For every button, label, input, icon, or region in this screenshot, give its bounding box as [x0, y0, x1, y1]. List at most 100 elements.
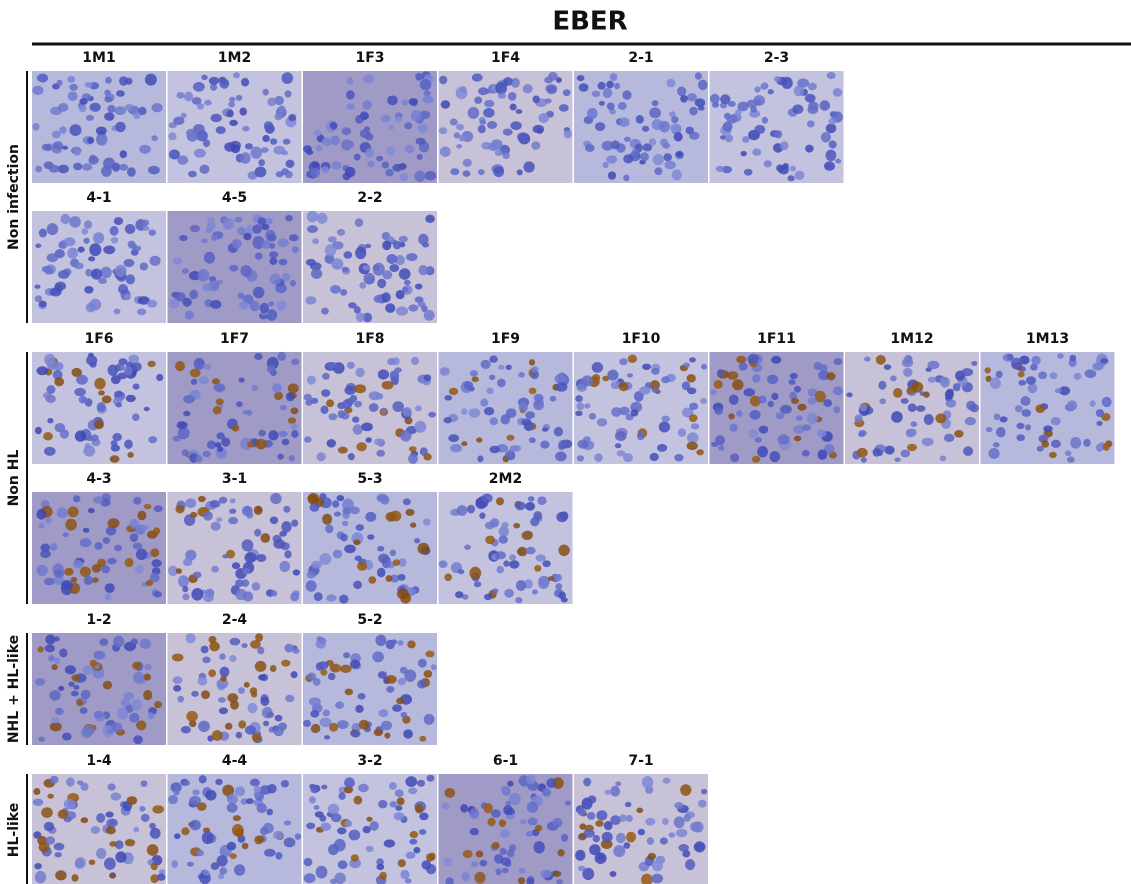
cell	[674, 802, 683, 809]
cell	[418, 265, 428, 275]
cell	[764, 160, 772, 167]
cell	[310, 785, 319, 794]
cell	[418, 659, 427, 668]
cell	[325, 525, 333, 534]
cell	[859, 430, 867, 437]
cell	[79, 105, 86, 112]
cell	[602, 832, 613, 842]
cell	[517, 169, 523, 175]
micrograph	[32, 352, 166, 464]
cell	[65, 519, 77, 531]
cell	[151, 135, 157, 141]
cell	[57, 507, 68, 518]
cell	[191, 379, 197, 385]
cell	[663, 778, 671, 784]
cell	[64, 799, 76, 810]
cell	[380, 115, 391, 123]
cell	[60, 429, 69, 438]
cell	[647, 837, 654, 845]
cell	[378, 671, 387, 679]
cell	[752, 148, 761, 155]
micrograph	[574, 774, 708, 884]
cell	[736, 356, 746, 363]
cell	[193, 82, 205, 92]
cell	[901, 450, 911, 458]
cell	[355, 218, 363, 227]
cell	[532, 589, 538, 594]
cell	[311, 561, 322, 569]
cell	[250, 687, 258, 695]
cell	[1035, 404, 1045, 413]
cell	[67, 76, 75, 83]
cell	[993, 442, 1000, 447]
cell	[139, 806, 145, 812]
cell	[210, 300, 221, 309]
cell	[623, 842, 630, 849]
cell	[109, 841, 116, 847]
cell	[149, 256, 160, 266]
cell	[468, 107, 480, 119]
cell	[66, 777, 75, 786]
cell	[189, 290, 198, 299]
cell	[48, 655, 54, 662]
cell	[491, 809, 501, 818]
cell	[356, 524, 365, 531]
cell	[1103, 443, 1110, 451]
cell	[1085, 369, 1097, 378]
cell	[671, 116, 678, 123]
cell	[522, 531, 533, 540]
cell	[199, 376, 209, 384]
cell	[131, 699, 142, 711]
cell	[401, 100, 408, 106]
cell	[269, 257, 277, 265]
cell	[127, 167, 136, 177]
cell	[82, 228, 88, 235]
cell	[133, 246, 141, 251]
cell	[344, 251, 353, 259]
cell	[728, 413, 734, 419]
cell	[96, 848, 106, 859]
cell	[599, 101, 605, 106]
cell	[311, 724, 321, 733]
cell	[152, 805, 164, 813]
cell	[44, 578, 55, 586]
cell	[304, 858, 313, 866]
cell	[493, 166, 504, 177]
cell	[476, 850, 484, 857]
cell	[90, 299, 102, 311]
cell	[43, 432, 53, 440]
cell	[354, 154, 361, 161]
cell	[36, 509, 46, 520]
panel-label: 1M1	[82, 50, 115, 66]
cell	[52, 131, 61, 139]
cell	[349, 507, 360, 515]
panel-label: 1F3	[355, 50, 384, 66]
cell	[481, 360, 491, 369]
cell	[1069, 355, 1076, 362]
cell	[357, 562, 367, 571]
cell	[885, 446, 895, 455]
cell	[267, 233, 276, 241]
cell	[177, 155, 188, 164]
cell	[689, 414, 698, 422]
cell	[328, 844, 339, 855]
cell	[321, 389, 330, 397]
cell	[255, 633, 263, 642]
cell	[314, 592, 323, 601]
cell	[807, 105, 818, 114]
cell	[274, 113, 282, 121]
cell	[218, 697, 226, 703]
cell	[935, 413, 946, 423]
cell	[198, 721, 210, 732]
cell	[460, 804, 468, 813]
cell	[106, 812, 114, 818]
cell	[41, 807, 53, 818]
cell	[420, 79, 432, 90]
cell	[76, 375, 88, 385]
cell	[558, 440, 569, 449]
cell	[106, 819, 118, 828]
cell	[618, 102, 627, 110]
cell	[93, 496, 103, 503]
cell	[826, 123, 837, 133]
cell	[489, 375, 495, 381]
